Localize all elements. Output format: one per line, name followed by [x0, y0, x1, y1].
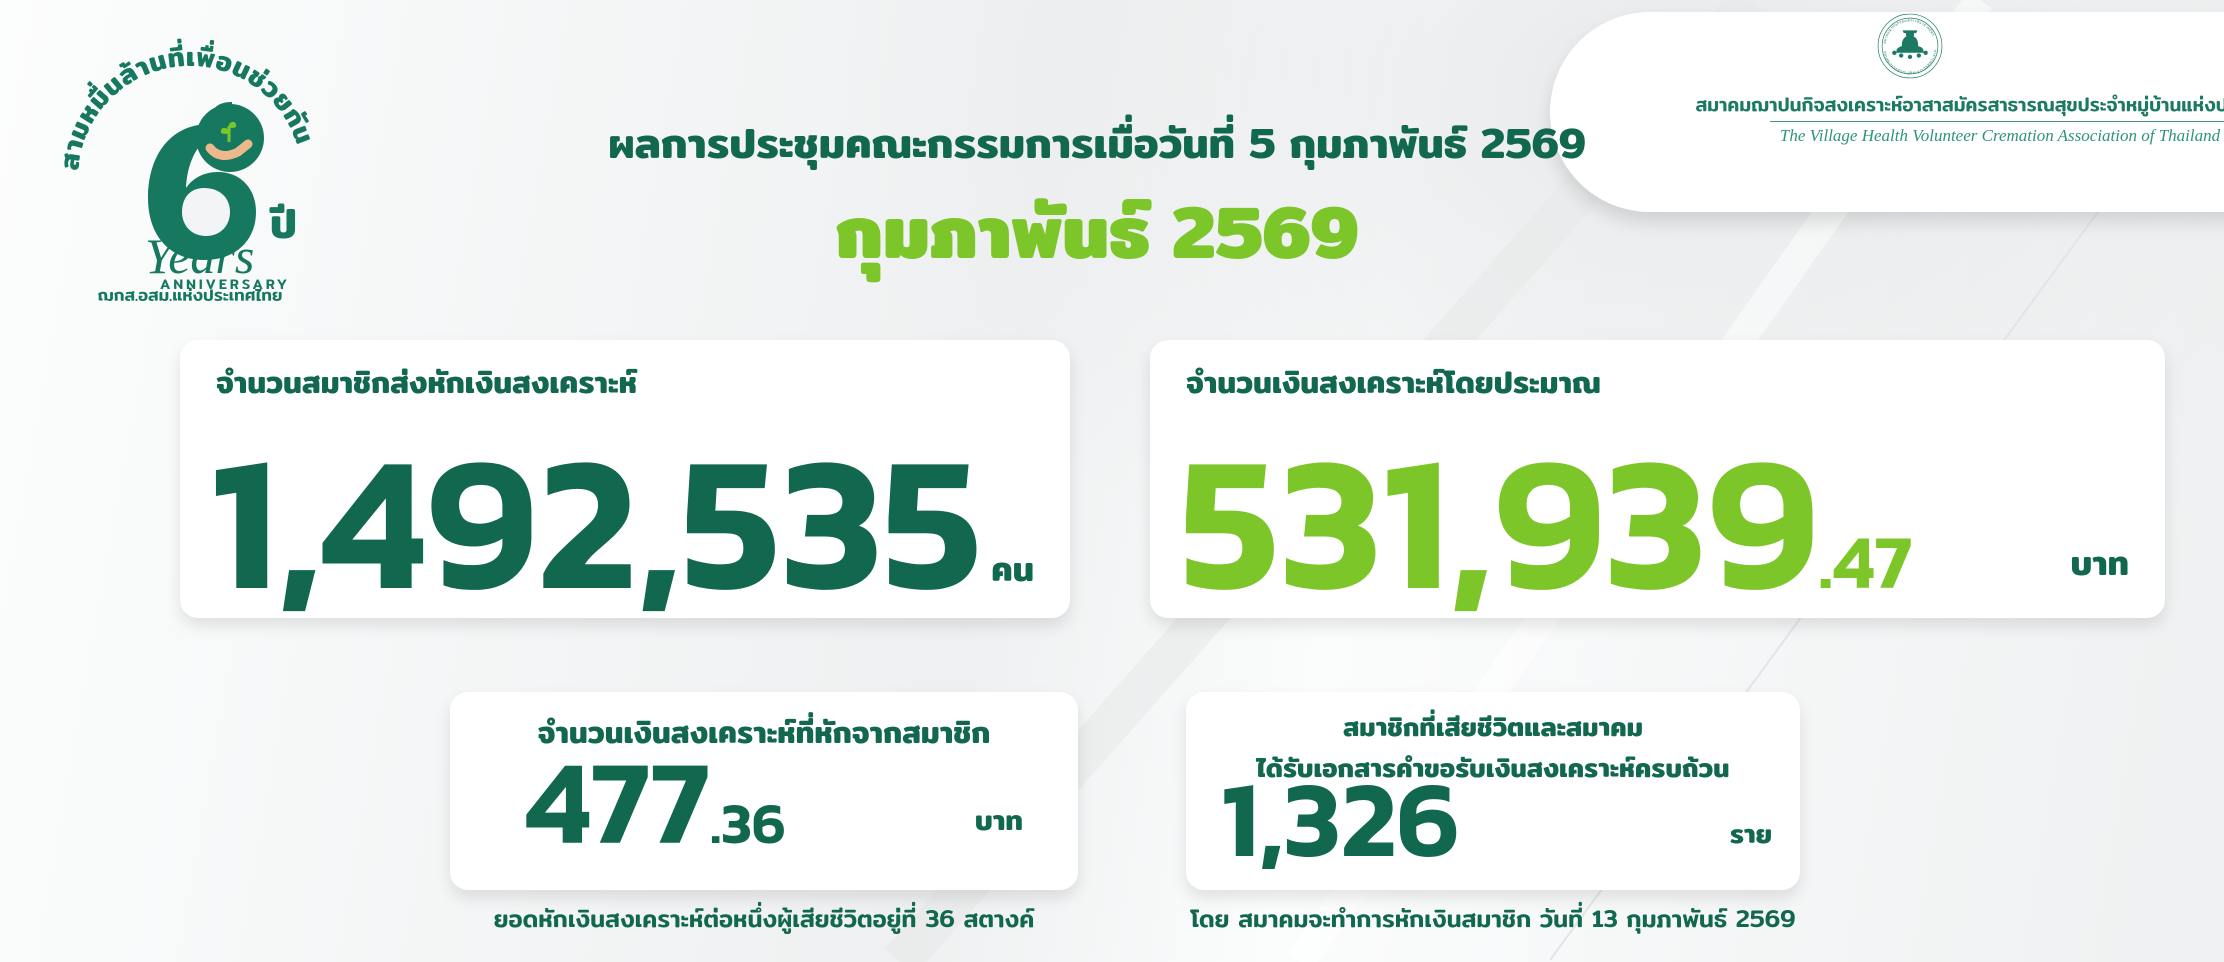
svg-text:ปี: ปี	[269, 190, 297, 256]
svg-text:ฌกส.อสม.แห่งประเทศไทย: ฌกส.อสม.แห่งประเทศไทย	[98, 282, 283, 303]
